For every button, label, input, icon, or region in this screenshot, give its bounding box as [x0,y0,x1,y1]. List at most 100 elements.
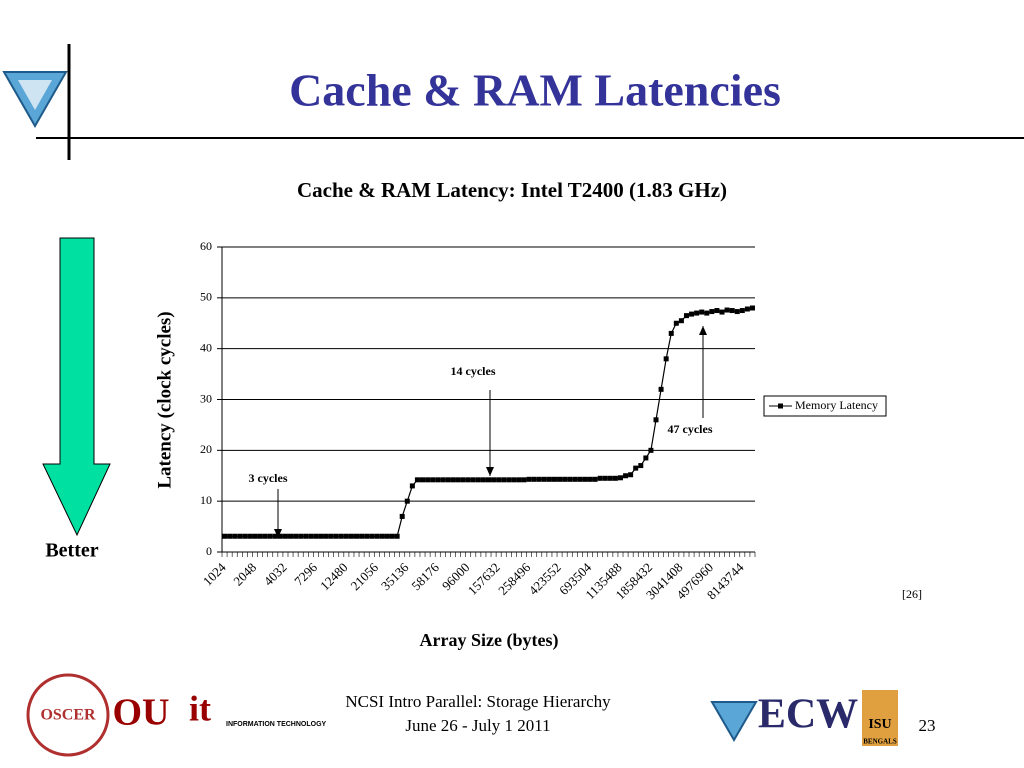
data-point [719,309,725,315]
data-point [257,533,263,539]
data-point [673,320,679,326]
data-point [364,533,370,539]
data-point [404,498,410,504]
data-point [440,477,446,483]
x-tick-label: 12480 [317,560,351,594]
y-tick-label: 0 [206,544,212,558]
header-logo [2,44,1024,160]
data-point [348,533,354,539]
data-point [562,476,568,482]
x-ticks [221,552,756,557]
legend: Memory Latency [763,395,887,417]
data-point [648,447,654,453]
footer-line: NCSI Intro Parallel: Storage Hierarchy [345,692,611,711]
x-tick-label: 157632 [465,560,503,598]
y-tick-label: 60 [200,239,212,253]
data-point [222,533,228,539]
data-point [658,386,664,392]
data-point [333,533,339,539]
data-point [511,477,517,483]
page-number: 23 [919,716,936,735]
logo-text: it [189,688,211,728]
data-point [247,533,253,539]
data-point [724,307,730,313]
data-point [354,533,360,539]
data-point [739,308,745,314]
data-point [374,533,380,539]
footer-line: June 26 - July 1 2011 [405,716,550,735]
data-point [749,305,755,311]
data-point [704,310,710,316]
data-point [536,476,542,482]
data-point [607,475,613,481]
data-point [303,533,309,539]
data-point [689,311,695,317]
data-point [435,477,441,483]
data-point [277,533,283,539]
data-point [475,477,481,483]
data-point [597,475,603,481]
data-point [237,533,243,539]
data-point [592,476,598,482]
data-point [272,533,278,539]
x-tick-label: 1024 [200,559,229,588]
data-point [298,533,304,539]
logo-text: INFORMATION TECHNOLOGY [226,721,327,728]
data-point [328,533,334,539]
data-point [729,308,735,314]
data-point [694,310,700,316]
data-point [541,476,547,482]
data-point [683,313,689,319]
data-point [379,533,385,539]
data-point [602,475,608,481]
data-point [623,473,629,479]
logo-text: OSCER [40,707,96,724]
data-point [744,306,750,312]
y-tick-label: 40 [200,340,212,354]
x-tick-label: 258496 [495,559,534,598]
x-tick-label: 7296 [291,559,320,588]
data-point [318,533,324,539]
data-point [455,477,461,483]
data-point [496,477,502,483]
data-point [232,533,238,539]
data-point [282,533,288,539]
data-point [491,477,497,483]
data-point [521,477,527,483]
data-point [678,318,684,324]
data-point [425,477,431,483]
data-point [516,477,522,483]
logo-text: ECW [758,692,858,738]
data-point [587,476,593,482]
logo-text: OU [113,692,170,734]
better-arrow [42,237,111,537]
data-point [242,533,248,539]
x-tick-label: 58176 [408,559,442,593]
slide-title: Cache & RAM Latencies [289,65,781,116]
y-tick-label: 30 [200,391,212,405]
chart-title: Cache & RAM Latency: Intel T2400 (1.83 G… [297,178,727,202]
x-tick-label: 35136 [378,559,412,593]
better-label: Better [45,540,98,562]
y-axis-label: Latency (clock cycles) [154,311,175,488]
data-point [734,309,740,315]
data-point [430,477,436,483]
x-axis-label: Array Size (bytes) [420,630,559,651]
data-point [420,477,426,483]
legend-label: Memory Latency [795,398,878,412]
annotation: 3 cycles [249,471,288,485]
y-tick-label: 50 [200,290,212,304]
data-point [486,477,491,483]
data-point [414,477,420,483]
data-point [323,533,329,539]
data-point [531,476,537,482]
footer-logos: OSCER OU it INFORMATION TECHNOLOGY ECW I… [26,673,898,757]
data-point [460,477,466,483]
legend-marker [778,403,783,409]
arrow-head [699,326,707,335]
data-point [313,533,319,539]
data-point [638,463,644,469]
data-point [643,455,649,461]
